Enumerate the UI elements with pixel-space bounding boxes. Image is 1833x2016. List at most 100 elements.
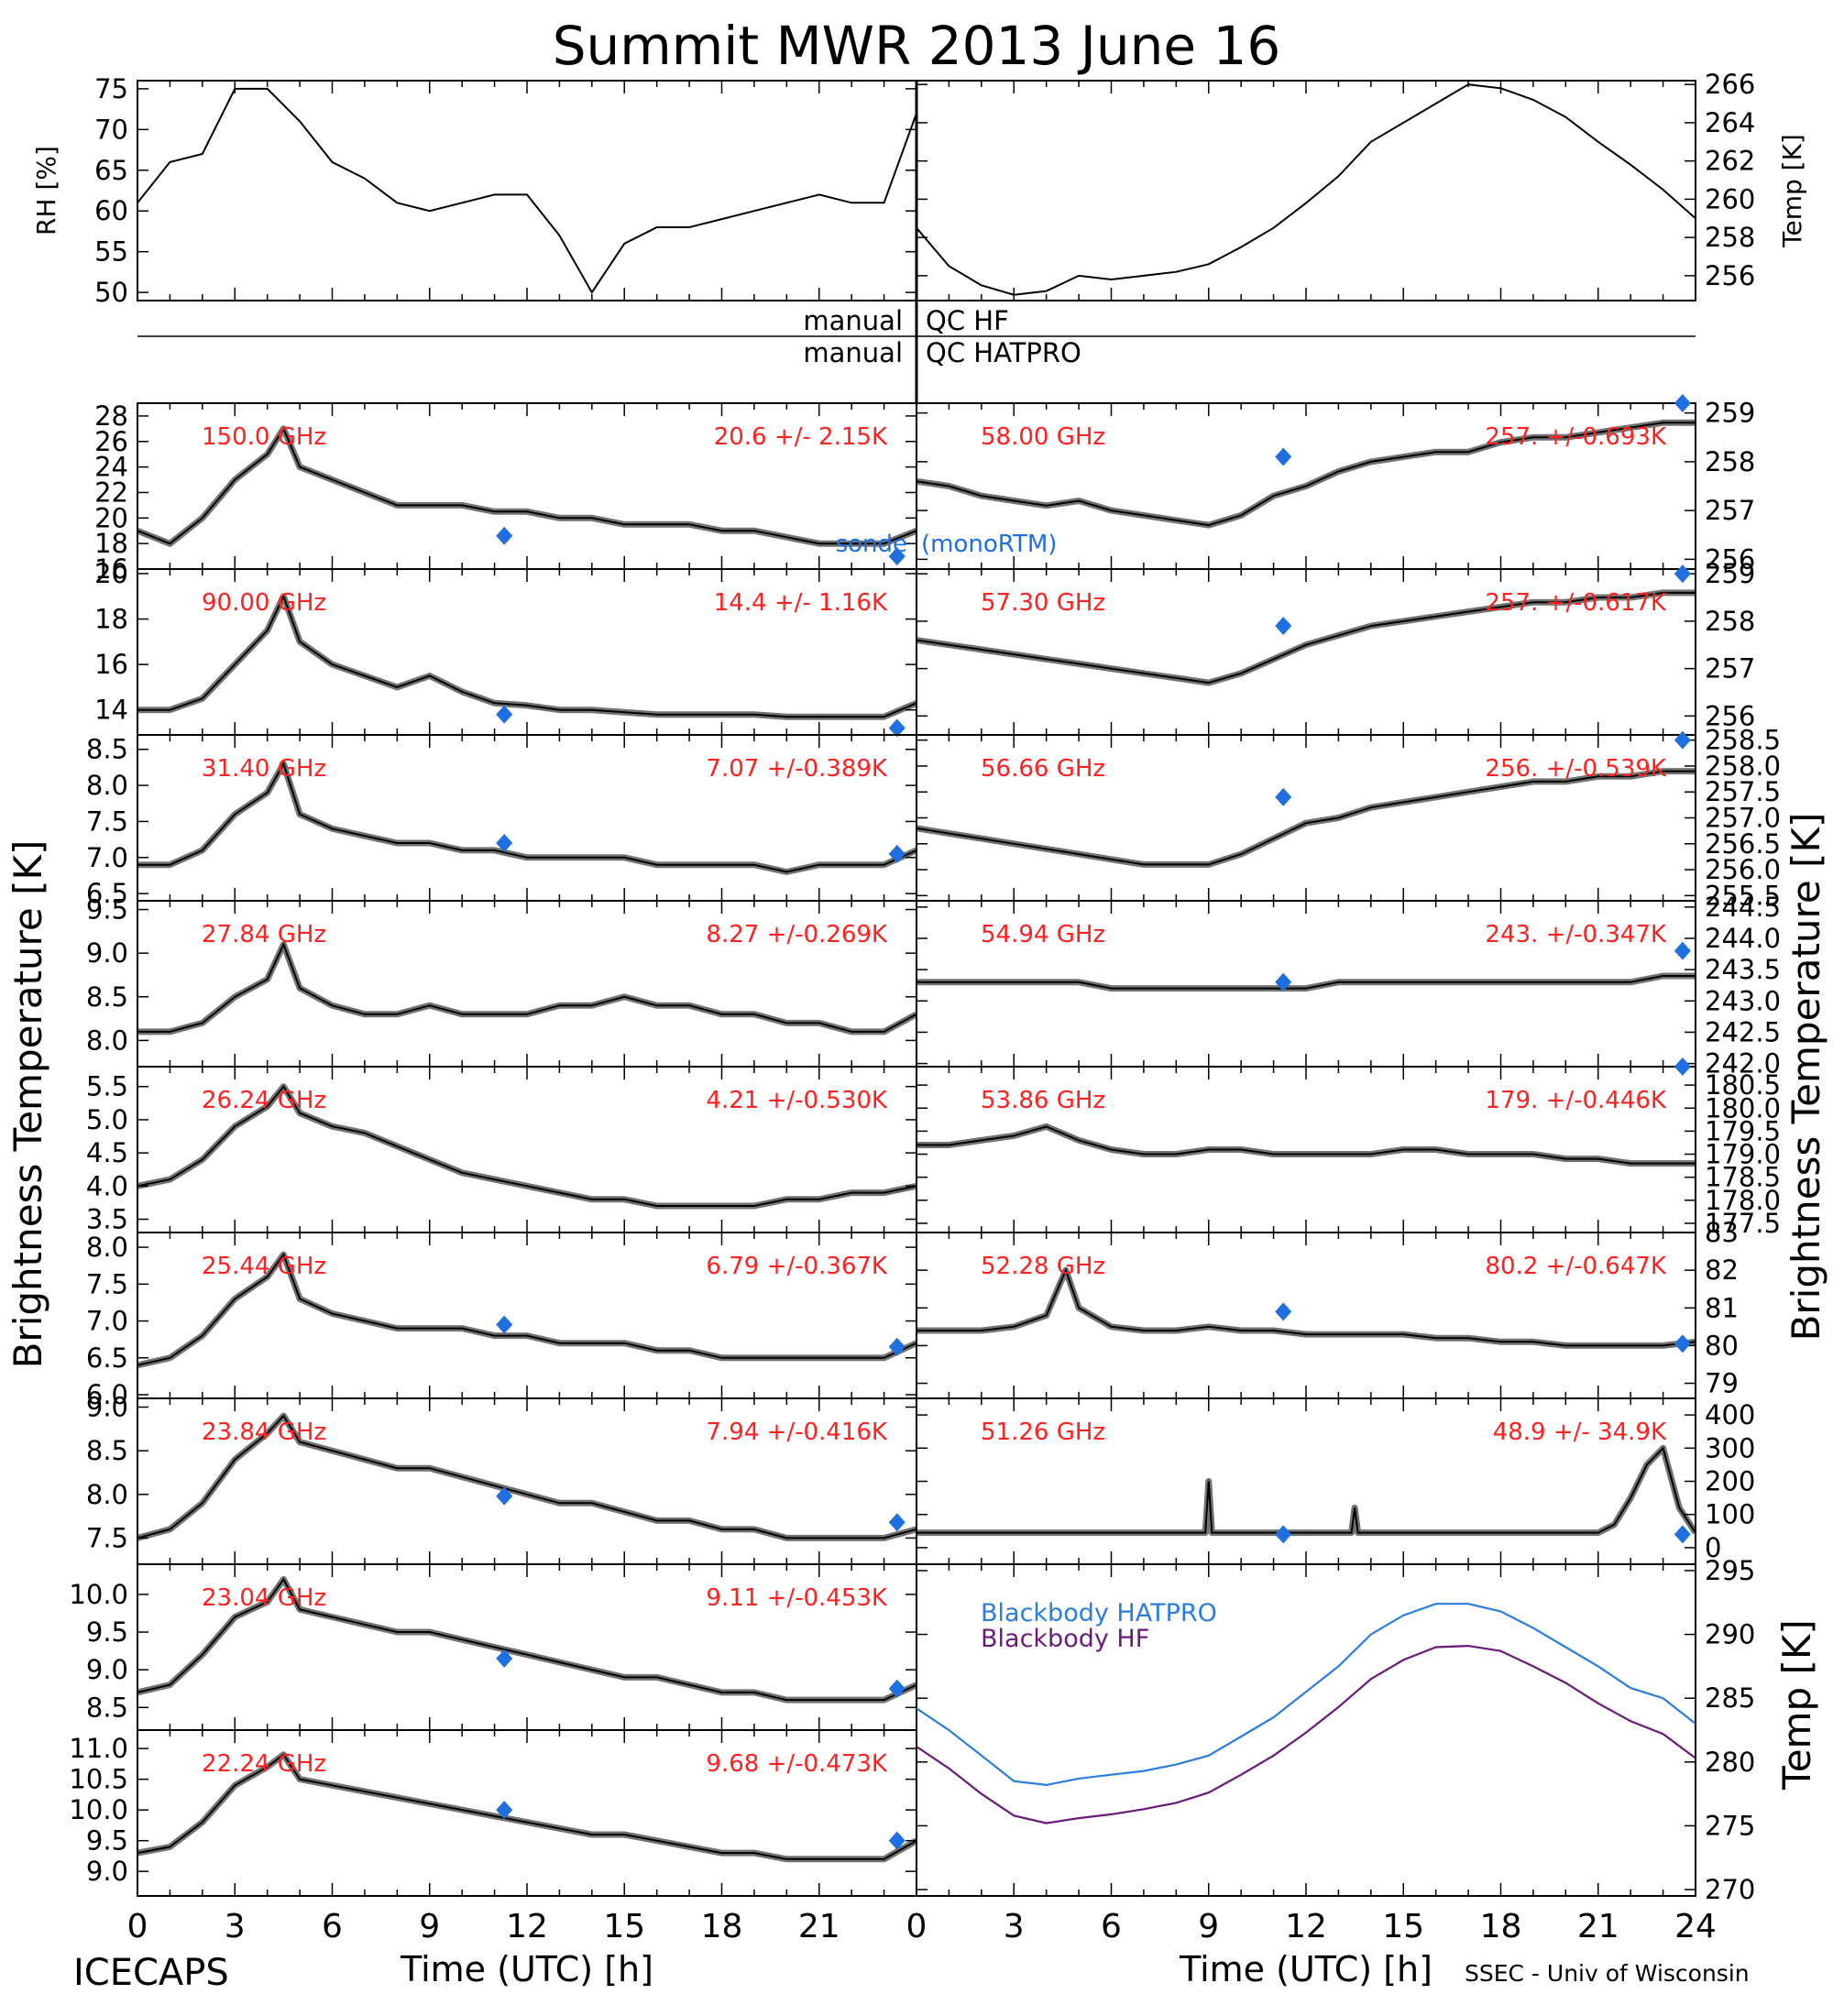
- x-tick-label-right: 15: [1382, 1908, 1424, 1945]
- y-tick-label: 242.5: [1705, 1016, 1781, 1047]
- right-panel-6-data: [916, 1444, 1696, 1537]
- y-tick-label: 259: [1705, 558, 1755, 589]
- channel-freq: 150.0 GHz: [202, 423, 326, 451]
- y-tick-label: 266: [1705, 69, 1755, 100]
- series-noise: [137, 593, 916, 720]
- y-tick-label: 285: [1705, 1682, 1755, 1714]
- y-tick-label: 5.0: [86, 1104, 128, 1135]
- y-tick-label: 10.5: [69, 1764, 128, 1795]
- channel-freq: 90.00 GHz: [202, 589, 326, 617]
- channel-freq: 31.40 GHz: [202, 755, 326, 783]
- left-panel-3-data: [137, 941, 916, 1035]
- y-tick-label: 65: [94, 155, 128, 186]
- y-tick-label: 16: [94, 649, 128, 680]
- y-tick-label: 257.5: [1705, 776, 1781, 807]
- footer-left: ICECAPS: [73, 1952, 229, 1994]
- rh-panel: 50 55 60 65 70 75: [94, 73, 917, 308]
- left-panel-2-data: [137, 761, 916, 875]
- channel-freq: 52.28 GHz: [981, 1253, 1105, 1280]
- model-marker: [1275, 447, 1292, 466]
- channel-freq: 51.26 GHz: [981, 1419, 1105, 1446]
- right-panel-5: 79 80 81 82 83: [916, 1217, 1739, 1399]
- y-tick-label: 257: [1705, 653, 1755, 685]
- met-temp-panel: 256 258 260 262 264 266: [916, 69, 1755, 301]
- channel-freq: 54.94 GHz: [981, 921, 1105, 948]
- blackbody-panel: 270 275 280 285 290 295: [916, 1555, 1755, 1905]
- x-tick-label-left: 6: [322, 1908, 343, 1945]
- y-tick-label: 180.5: [1705, 1069, 1781, 1101]
- channel-stats: 14.4 +/- 1.16K: [714, 589, 888, 617]
- temp-met-axis-title: Temp [K]: [1777, 134, 1807, 248]
- model-marker: [1275, 972, 1292, 992]
- right-panel-3-data: [916, 972, 1696, 992]
- series-line-1: [916, 1644, 1696, 1824]
- temp-bb-axis-title: Temp [K]: [1774, 1619, 1819, 1791]
- y-tick-label: 4.0: [86, 1170, 128, 1201]
- y-tick-label: 55: [94, 236, 128, 268]
- series-noise: [137, 1412, 916, 1541]
- y-tick-label: 8.0: [86, 1479, 128, 1510]
- model-marker: [1275, 1302, 1292, 1321]
- y-tick-label: 270: [1705, 1874, 1755, 1905]
- tb-axis-title-left: Brightness Temperature [K]: [5, 840, 50, 1369]
- y-tick-label: 50: [94, 277, 128, 308]
- series-line: [916, 1446, 1696, 1534]
- y-tick-label: 83: [1705, 1217, 1739, 1248]
- y-tick-label: 6.5: [86, 1342, 128, 1374]
- legend-bb-hatpro: Blackbody HATPRO: [981, 1599, 1217, 1627]
- y-tick-label: 8.5: [86, 1692, 128, 1723]
- model-marker: [1674, 1057, 1691, 1076]
- x-tick-label-right: 12: [1285, 1908, 1327, 1945]
- y-tick-label: 177.5: [1705, 1208, 1781, 1239]
- right-panel-5-data: [916, 1266, 1696, 1349]
- y-tick-label: 256: [1705, 543, 1755, 575]
- y-tick-label: 295: [1705, 1555, 1755, 1586]
- x-axis-title-left: Time (UTC) [h]: [400, 1949, 653, 1989]
- model-marker: [496, 834, 513, 853]
- series-noise: [137, 941, 916, 1035]
- y-tick-label: 80: [1705, 1330, 1739, 1361]
- channel-stats: 8.27 +/-0.269K: [706, 921, 888, 948]
- series-noise: [137, 1751, 916, 1863]
- met-temp-panel-frame: [916, 80, 1696, 301]
- model-marker: [496, 1649, 513, 1668]
- y-tick-label: 14: [94, 695, 128, 726]
- right-panel-1-data: [916, 589, 1696, 686]
- y-tick-label: 24: [94, 452, 128, 483]
- y-tick-label: 18: [94, 528, 128, 559]
- y-tick-label: 28: [94, 400, 128, 432]
- y-tick-label: 7.0: [86, 1306, 128, 1337]
- y-tick-label: 258: [1705, 446, 1755, 477]
- y-tick-label: 9.5: [86, 1825, 128, 1857]
- right-panel-1: 256 257 258 259: [916, 558, 1755, 736]
- model-marker: [1674, 1334, 1691, 1353]
- y-tick-label: 79: [1705, 1368, 1739, 1399]
- y-tick-label: 18: [94, 604, 128, 635]
- y-tick-label: 258: [1705, 222, 1755, 253]
- channel-stats: 48.9 +/- 34.9K: [1493, 1419, 1667, 1446]
- y-tick-label: 20: [94, 502, 128, 533]
- channel-freq: 23.84 GHz: [202, 1419, 326, 1446]
- left-panel-0-data: [137, 425, 916, 547]
- met-temp-panel-data: [916, 83, 1696, 296]
- model-marker: [888, 844, 906, 863]
- y-tick-label: 179.0: [1705, 1139, 1781, 1170]
- left-panel-7-data: [137, 1576, 916, 1704]
- y-tick-label: 260: [1705, 183, 1755, 214]
- channel-freq: 23.04 GHz: [202, 1584, 326, 1612]
- rh-axis-title: RH [%]: [31, 146, 61, 236]
- y-tick-label: 9.0: [86, 1654, 128, 1685]
- y-tick-label: 100: [1705, 1499, 1755, 1530]
- series-noise: [137, 1576, 916, 1704]
- tb-axis-title-right: Brightness Temperature [K]: [1784, 813, 1828, 1342]
- y-tick-label: 180.0: [1705, 1092, 1781, 1123]
- channel-stats: 9.68 +/-0.473K: [706, 1750, 888, 1778]
- y-tick-label: 9.0: [86, 937, 128, 969]
- y-tick-label: 81: [1705, 1292, 1739, 1323]
- y-tick-label: 4.5: [86, 1137, 128, 1168]
- y-tick-label: 243.5: [1705, 954, 1781, 985]
- channel-stats: 80.2 +/-0.647K: [1485, 1253, 1667, 1280]
